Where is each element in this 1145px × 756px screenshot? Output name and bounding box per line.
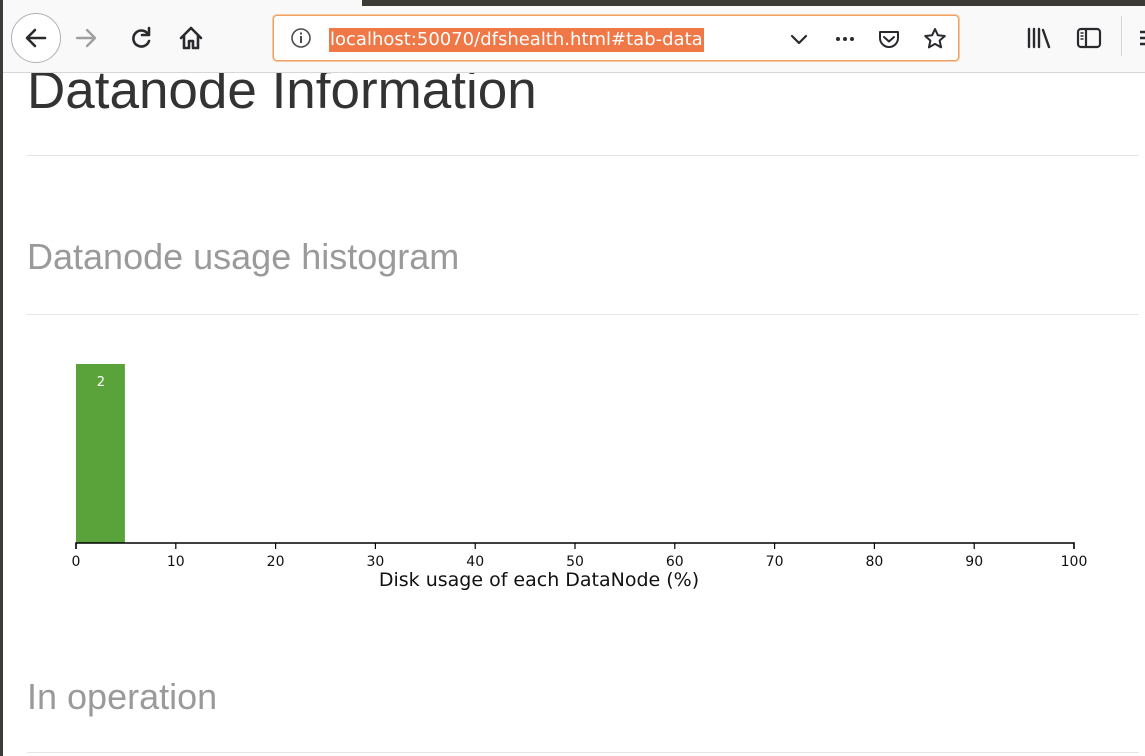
x-tick-label-10: 100 [1061,554,1088,570]
url-text[interactable]: localhost:50070/dfshealth.html#tab-data [329,28,704,52]
chevron-down-icon [790,34,808,45]
forward-button[interactable] [71,22,103,54]
x-tick-label-1: 10 [167,554,185,570]
window-top-strip [362,0,1145,6]
back-button[interactable] [11,13,61,63]
more-icon [836,37,854,41]
library-button[interactable] [1023,22,1055,54]
menu-icon [1140,30,1145,46]
histogram-divider [27,314,1139,315]
x-tick-label-6: 60 [666,554,684,570]
in-operation-heading: In operation [27,676,218,717]
star-icon [924,28,946,49]
browser-toolbar: localhost:50070/dfshealth.html#tab-data [3,0,1145,73]
x-tick-label-7: 70 [766,554,784,570]
url-dropdown-button[interactable] [784,24,814,54]
title-divider [27,155,1139,156]
bookmark-star-button[interactable] [920,24,950,54]
reload-icon [132,26,151,48]
histogram-bar-label-0: 2 [97,375,105,390]
sidebar-button[interactable] [1073,22,1105,54]
x-tick-label-8: 80 [865,554,883,570]
bars-layer: 2 [76,364,125,543]
url-bar[interactable]: localhost:50070/dfshealth.html#tab-data [273,15,959,61]
home-button[interactable] [175,22,207,54]
pocket-icon [879,31,899,48]
reload-button[interactable] [125,22,157,54]
x-tick-label-0: 0 [72,554,81,570]
x-tick-label-4: 40 [466,554,484,570]
home-icon [179,26,203,50]
menu-button[interactable] [1133,22,1145,54]
toolbar-separator [1121,16,1122,56]
histogram-heading: Datanode usage histogram [27,236,460,277]
sidebar-icon [1076,27,1102,49]
x-tick-label-9: 90 [965,554,983,570]
page-actions-button[interactable] [830,24,860,54]
forward-arrow-icon [75,28,97,48]
back-arrow-icon [25,28,47,48]
histogram-bar-0 [76,364,125,543]
info-icon[interactable] [290,27,312,49]
x-tick-label-3: 30 [366,554,384,570]
in-operation-divider [27,752,1139,753]
x-axis: 0 10 20 30 40 50 60 70 80 90 100 [72,542,1088,570]
pocket-button[interactable] [874,24,904,54]
x-tick-label-2: 20 [267,554,285,570]
x-axis-label: Disk usage of each DataNode (%) [379,569,699,591]
window-left-edge [0,0,3,756]
x-tick-label-5: 50 [566,554,584,570]
library-icon [1027,27,1051,49]
datanode-usage-histogram: 2 0 10 20 30 40 50 60 70 80 90 100 Disk usage of e… [72,364,1088,591]
